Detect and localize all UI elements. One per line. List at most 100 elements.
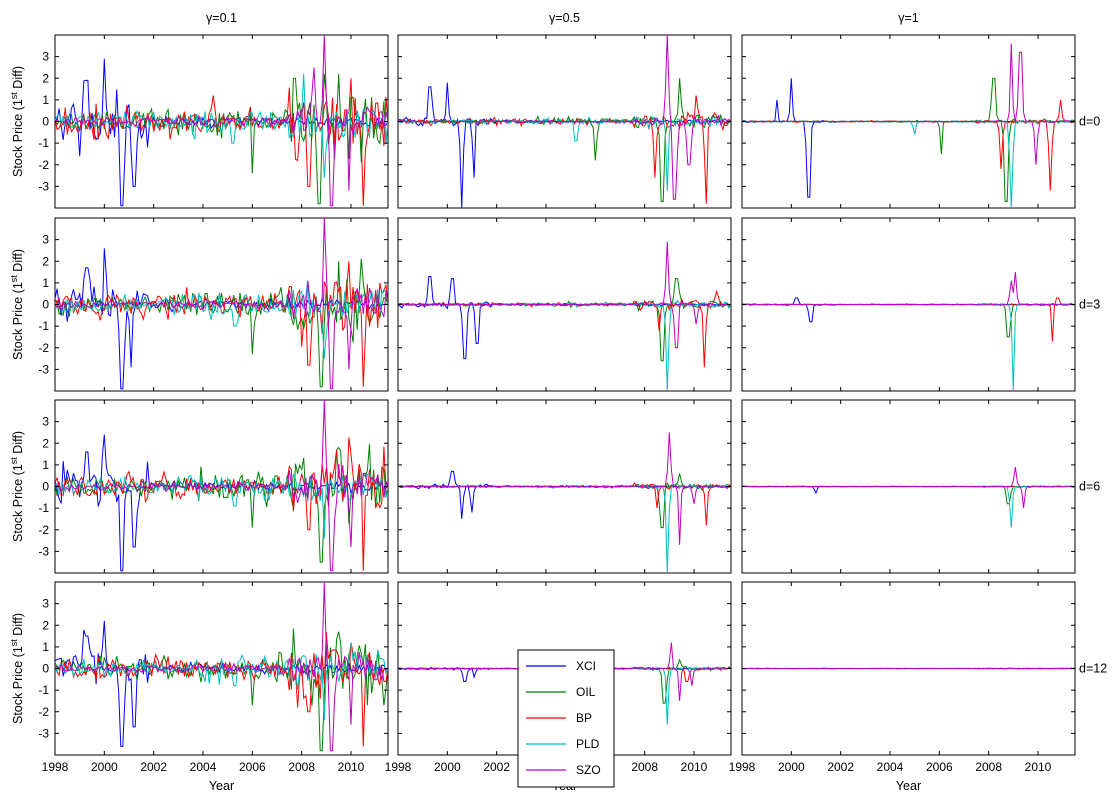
x-tick-label: 2000	[434, 760, 461, 774]
y-axis-label-pre: Stock Price (1	[11, 646, 25, 724]
series-line-szo	[398, 241, 731, 349]
x-tick-label: 2006	[926, 760, 953, 774]
panel-1-0: -3 -2 -1 0 1 2 3	[38, 217, 389, 392]
x-tick-label: 2008	[975, 760, 1002, 774]
panel-series	[398, 432, 731, 573]
y-tick-label: 2	[42, 436, 49, 450]
series-line-szo	[55, 582, 388, 752]
row-label-2: d=6	[1079, 480, 1100, 494]
y-axis-label-sup: st	[9, 457, 19, 465]
y-tick-label: 2	[42, 618, 49, 632]
series-line-oil	[55, 258, 388, 388]
y-axis-label-3: Stock Price (1st Diff)	[9, 613, 25, 724]
panel-frame	[54, 581, 389, 756]
column-title-2: γ=1	[898, 11, 919, 25]
panel-series	[742, 466, 1075, 528]
y-axis-label-sup: st	[9, 92, 19, 100]
y-tick-label: -3	[38, 544, 49, 558]
series-line-szo	[742, 43, 1075, 165]
x-tick-label: 2010	[338, 760, 365, 774]
y-tick-label: -3	[38, 179, 49, 193]
y-tick-label: 0	[42, 480, 49, 494]
series-line-bp	[55, 78, 388, 206]
series-line-szo	[398, 35, 731, 200]
legend-label-bp: BP	[576, 711, 592, 725]
y-axis-label-1: Stock Price (1st Diff)	[9, 249, 25, 360]
y-tick-label: 1	[42, 276, 49, 290]
x-tick-label: 2000	[778, 760, 805, 774]
panel-series	[55, 35, 388, 207]
y-axis-label-0: Stock Price (1st Diff)	[9, 66, 25, 177]
panel-series	[55, 400, 388, 572]
series-line-szo	[742, 272, 1075, 306]
y-tick-label: 0	[42, 298, 49, 312]
series-line-szo	[398, 432, 731, 545]
column-title-0: γ=0.1	[206, 11, 237, 25]
y-tick-label: -2	[38, 705, 49, 719]
y-tick-label: 1	[42, 93, 49, 107]
panel-1-2	[741, 217, 1076, 392]
series-line-pld	[55, 73, 388, 178]
row-label-3: d=12	[1079, 662, 1107, 676]
x-tick-label: 2010	[681, 760, 708, 774]
y-tick-label: 1	[42, 458, 49, 472]
y-axis-label-post: Diff)	[11, 431, 25, 457]
y-axis-label-sup: st	[9, 639, 19, 647]
x-tick-label: 2010	[1025, 760, 1052, 774]
y-tick-label: 2	[42, 71, 49, 85]
row-label-1: d=3	[1079, 298, 1100, 312]
series-line-szo	[742, 466, 1075, 509]
x-tick-label: 2002	[140, 760, 167, 774]
panel-series	[742, 272, 1075, 391]
series-line-szo	[55, 400, 388, 572]
y-tick-label: -3	[38, 726, 49, 740]
panel-1-1	[397, 217, 732, 392]
panel-2-2	[741, 399, 1076, 574]
x-tick-label: 2004	[190, 760, 217, 774]
panel-series	[742, 667, 1075, 670]
row-label-0: d=0	[1079, 115, 1100, 129]
y-tick-label: -1	[38, 319, 49, 333]
y-tick-label: 2	[42, 254, 49, 268]
y-axis-label-sup: st	[9, 275, 19, 283]
x-tick-label: 2002	[827, 760, 854, 774]
y-tick-label: -3	[38, 362, 49, 376]
legend: XCI OIL BP PLD SZO	[517, 649, 615, 788]
y-axis-label-post: Diff)	[11, 249, 25, 275]
panel-series	[398, 35, 731, 208]
y-tick-label: 3	[42, 50, 49, 64]
y-tick-label: -2	[38, 158, 49, 172]
series-line-pld	[55, 280, 388, 359]
y-tick-label: 0	[42, 115, 49, 129]
panel-3-2: 1998 2000 2002 2004 2006 2008 2010	[729, 581, 1076, 774]
y-tick-label: -2	[38, 341, 49, 355]
x-axis-label-0: Year	[209, 779, 234, 793]
series-line-xci	[55, 434, 388, 572]
x-tick-label: 1998	[42, 760, 69, 774]
y-axis-label-2: Stock Price (1st Diff)	[9, 431, 25, 542]
y-tick-label: -2	[38, 523, 49, 537]
y-tick-label: 0	[42, 662, 49, 676]
y-tick-label: -1	[38, 136, 49, 150]
panel-frame	[54, 399, 389, 574]
x-tick-label: 2000	[91, 760, 118, 774]
panel-series	[55, 582, 388, 752]
y-tick-label: 3	[42, 233, 49, 247]
panel-2-1	[397, 399, 732, 574]
series-line-szo	[55, 35, 388, 207]
legend-label-xci: XCI	[576, 659, 596, 673]
x-tick-label: 2002	[483, 760, 510, 774]
legend-label-pld: PLD	[576, 737, 600, 751]
series-line-szo	[742, 667, 1075, 670]
y-axis-label-post: Diff)	[11, 613, 25, 639]
y-axis-label-post: Diff)	[11, 66, 25, 92]
y-tick-label: 3	[42, 597, 49, 611]
panel-0-1	[397, 34, 732, 209]
series-line-pld	[55, 642, 388, 721]
y-axis-label-pre: Stock Price (1	[11, 99, 25, 177]
x-tick-label: 1998	[729, 760, 756, 774]
series-line-szo	[55, 218, 388, 390]
series-line-xci	[398, 275, 731, 360]
panel-0-0: -3 -2 -1 0 1 2 3	[38, 34, 389, 209]
